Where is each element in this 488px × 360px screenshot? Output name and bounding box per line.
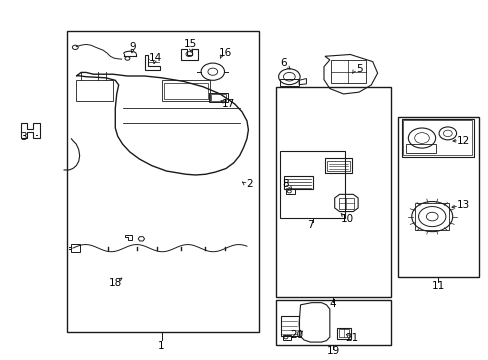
Text: 1: 1 xyxy=(158,341,164,351)
Text: 21: 21 xyxy=(345,333,358,343)
Bar xyxy=(279,78,299,86)
Bar xyxy=(286,189,295,194)
Bar xyxy=(338,329,348,337)
Text: 16: 16 xyxy=(218,48,231,58)
Bar xyxy=(338,198,353,209)
Text: 15: 15 xyxy=(184,40,197,49)
Bar xyxy=(209,93,227,102)
Text: 2: 2 xyxy=(245,179,252,189)
Text: 8: 8 xyxy=(282,179,288,189)
Text: 9: 9 xyxy=(129,42,135,52)
Bar xyxy=(401,119,473,157)
Text: 5: 5 xyxy=(355,64,362,74)
Bar xyxy=(71,244,80,252)
Bar xyxy=(211,94,225,101)
Bar xyxy=(326,161,349,171)
Bar xyxy=(284,176,312,189)
Bar xyxy=(325,158,351,173)
Bar xyxy=(397,117,478,277)
Text: 14: 14 xyxy=(149,53,162,63)
Bar xyxy=(163,83,207,99)
Text: 3: 3 xyxy=(20,132,27,142)
Text: 13: 13 xyxy=(456,200,469,210)
Text: 4: 4 xyxy=(329,299,336,309)
Bar xyxy=(276,87,390,297)
Bar xyxy=(336,328,350,338)
Bar xyxy=(279,151,345,218)
Bar xyxy=(66,31,259,332)
Text: 6: 6 xyxy=(280,58,286,68)
Text: 11: 11 xyxy=(430,281,444,291)
Bar xyxy=(280,316,299,336)
Text: 12: 12 xyxy=(456,136,469,145)
Bar xyxy=(76,80,113,101)
Text: 10: 10 xyxy=(340,214,353,224)
Text: 18: 18 xyxy=(108,278,122,288)
Bar xyxy=(406,144,435,153)
Text: 17: 17 xyxy=(222,99,235,109)
Bar xyxy=(283,335,290,339)
Bar xyxy=(276,300,390,345)
Bar xyxy=(161,80,210,101)
Text: 19: 19 xyxy=(326,346,339,356)
Bar xyxy=(414,203,448,230)
Bar xyxy=(330,60,365,83)
Text: 7: 7 xyxy=(306,220,313,230)
Bar xyxy=(403,121,471,155)
Text: 20: 20 xyxy=(289,330,303,340)
